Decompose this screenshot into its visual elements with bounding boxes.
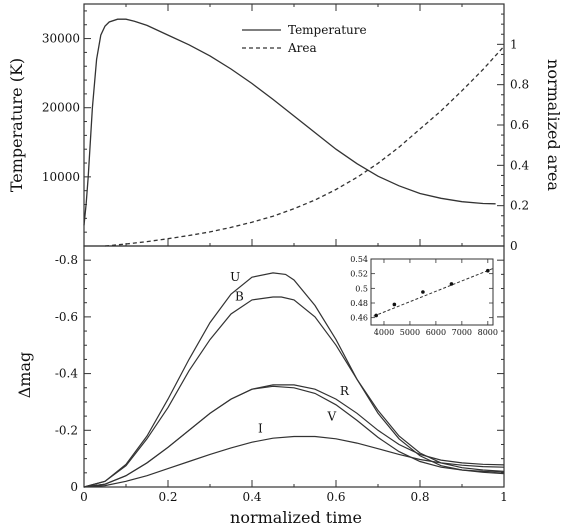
inset-y-tick-label-0: 0.46	[350, 314, 368, 323]
series-line-b	[83, 296, 505, 488]
series-label-r: R	[340, 384, 350, 398]
upper-right-tick-label-3: 0.6	[510, 118, 529, 132]
temperature-area-panel: 10000 20000 30000 0 0.2 0.4 0.6 0.8 1	[42, 3, 529, 253]
inset-point-4	[486, 268, 490, 273]
lower-left-tick-label-2: -0.4	[55, 367, 79, 381]
inset-scatter-panel: 0.46 0.48 0.5 0.52 0.54 4000 5000 6000 7000 8000	[350, 255, 498, 337]
x-tick-label-5: 1	[500, 490, 508, 504]
series-line-area	[104, 45, 505, 247]
inset-point-3	[449, 282, 454, 286]
upper-left-axis-title: Temperature (K)	[7, 58, 26, 192]
upper-right-tick-label-2: 0.4	[510, 158, 529, 172]
inset-y-tick-label-3: 0.52	[350, 270, 368, 279]
lower-left-axis-title: Δmag	[15, 352, 34, 399]
series-label-u: U	[230, 270, 240, 284]
series-label-v: V	[326, 410, 336, 424]
inset-x-tick-label-0: 4000	[374, 328, 394, 337]
legend-temperature-label: Temperature	[288, 23, 367, 37]
inset-frame	[370, 258, 494, 326]
inset-x-tick-label-2: 6000	[426, 328, 446, 337]
delta-mag-panel: 0 -0.2 -0.4 -0.6 -0.8 0 0.2 0.4 0.6 0.8 1 UB RV I	[55, 245, 508, 504]
x-tick-label-2: 0.4	[242, 490, 261, 504]
lower-left-tick-label-4: -0.8	[55, 253, 78, 267]
inset-y-tick-label-2: 0.5	[355, 284, 368, 293]
inset-point-2	[421, 290, 425, 294]
upper-right-tick-label-4: 0.8	[510, 78, 529, 92]
inset-x-tick-label-3: 7000	[452, 328, 472, 337]
lower-left-tick-label-3: -0.6	[55, 310, 78, 324]
inset-y-tick-label-1: 0.48	[350, 299, 368, 308]
upper-left-tick-label-2: 30000	[42, 32, 80, 46]
series-label-b: B	[235, 289, 244, 303]
series-line-temperature	[83, 18, 496, 226]
lower-left-tick-label-0: 0	[70, 480, 78, 494]
inset-fit-line	[373, 268, 494, 317]
x-tick-label-1: 0.2	[158, 490, 177, 504]
inset-point-0	[374, 313, 378, 318]
upper-right-axis-title: normalized area	[544, 59, 563, 191]
inset-x-tick-label-4: 8000	[478, 328, 498, 337]
x-tick-label-0: 0	[80, 490, 88, 504]
inset-y-tick-label-4: 0.54	[350, 255, 368, 264]
upper-right-tick-label-0: 0	[510, 239, 518, 253]
inset-x-tick-label-1: 5000	[400, 328, 420, 337]
upper-left-tick-label-0: 10000	[42, 170, 80, 184]
upper-left-tick-label-1: 20000	[42, 101, 80, 115]
upper-right-tick-label-5: 1	[510, 37, 518, 51]
x-tick-label-3: 0.6	[326, 490, 345, 504]
upper-right-tick-label-1: 0.2	[510, 199, 529, 213]
series-line-i	[83, 435, 505, 488]
series-label-i: I	[258, 422, 263, 436]
series-line-v	[83, 385, 505, 488]
inset-point-1	[392, 302, 397, 307]
x-axis-title: normalized time	[230, 508, 362, 527]
x-tick-label-4: 0.8	[410, 490, 429, 504]
legend-area-label: Area	[287, 41, 317, 55]
lower-left-tick-label-1: -0.2	[55, 423, 78, 437]
